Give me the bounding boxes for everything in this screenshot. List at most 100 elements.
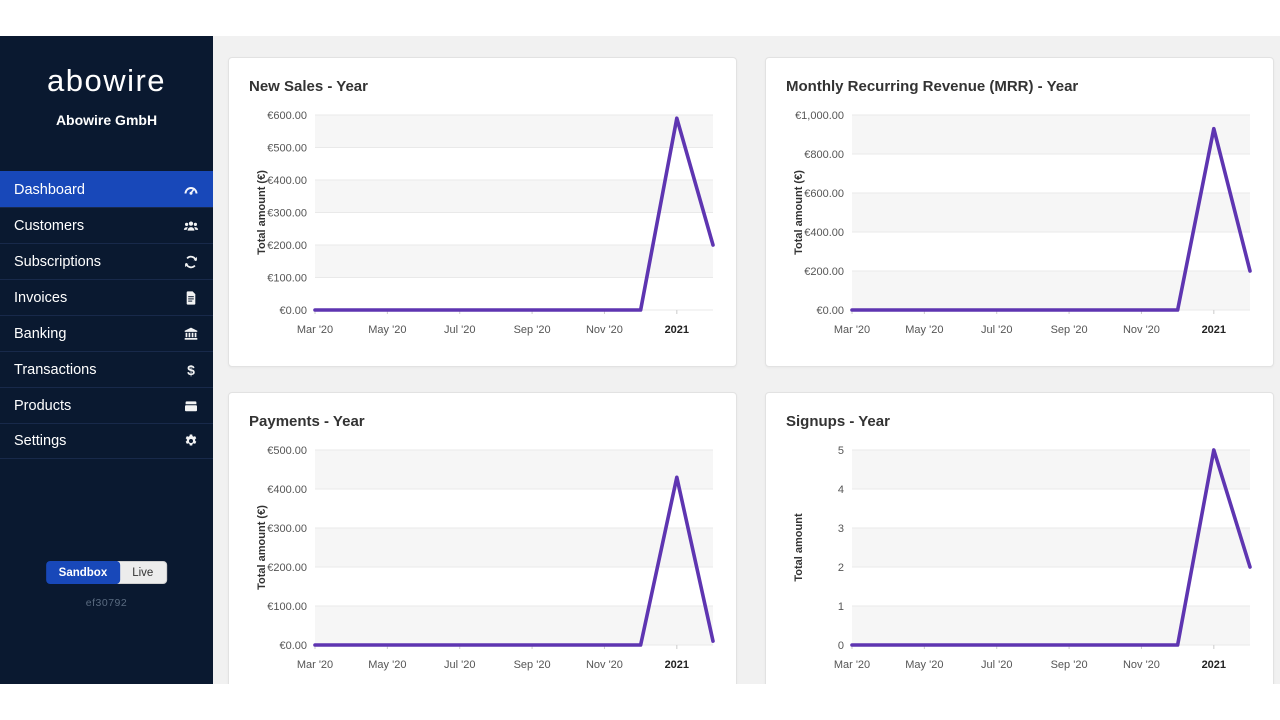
svg-text:€300.00: €300.00 — [267, 207, 307, 219]
svg-text:€0.00: €0.00 — [279, 305, 307, 317]
svg-text:2021: 2021 — [1202, 659, 1226, 671]
svg-text:4: 4 — [838, 484, 844, 496]
sidebar-item-label: Settings — [14, 433, 67, 449]
sidebar-item-label: Subscriptions — [14, 253, 102, 270]
svg-text:€300.00: €300.00 — [267, 523, 307, 535]
live-button[interactable]: Live — [117, 561, 168, 584]
gear-icon — [183, 433, 199, 449]
svg-text:Jul '20: Jul '20 — [981, 324, 1012, 336]
svg-text:€200.00: €200.00 — [804, 266, 844, 278]
chart-payments: €0.00 €100.00 €200.00 €300.00 €400.00 €500.00… — [249, 440, 716, 680]
svg-text:3: 3 — [838, 523, 844, 535]
svg-text:€400.00: €400.00 — [267, 484, 307, 496]
sync-icon — [183, 254, 199, 270]
svg-text:Total amount (€): Total amount (€) — [256, 505, 268, 590]
dollar-icon: $ — [183, 362, 199, 378]
chart-title: New Sales - Year — [249, 78, 368, 95]
svg-text:Total amount: Total amount — [793, 513, 805, 582]
svg-text:Mar '20: Mar '20 — [297, 324, 333, 336]
sidebar-item-dashboard[interactable]: Dashboard — [0, 171, 213, 207]
svg-text:Nov '20: Nov '20 — [586, 324, 623, 336]
sandbox-button[interactable]: Sandbox — [45, 561, 121, 584]
sidebar-item-label: Transactions — [14, 361, 97, 378]
sidebar-menu: Dashboard Customers Subscriptions Invoic… — [0, 171, 213, 459]
card-mrr: Monthly Recurring Revenue (MRR) - Year €… — [765, 57, 1274, 367]
svg-text:Total amount (€): Total amount (€) — [256, 170, 268, 255]
sidebar-item-subscriptions[interactable]: Subscriptions — [0, 243, 213, 279]
svg-text:€500.00: €500.00 — [267, 445, 307, 457]
chart-title: Payments - Year — [249, 413, 365, 430]
sidebar-item-label: Products — [14, 397, 72, 414]
svg-text:€400.00: €400.00 — [267, 175, 307, 187]
chart-title: Signups - Year — [786, 413, 890, 430]
sidebar: abowire Abowire GmbH Dashboard Customers… — [0, 36, 213, 684]
sidebar-item-label: Banking — [14, 325, 67, 342]
svg-text:Total amount (€): Total amount (€) — [793, 170, 805, 255]
svg-text:Nov '20: Nov '20 — [1123, 659, 1160, 671]
svg-text:€500.00: €500.00 — [267, 142, 307, 154]
svg-text:May '20: May '20 — [905, 324, 943, 336]
svg-text:€1,000.00: €1,000.00 — [795, 110, 844, 122]
card-signups: Signups - Year 0 1 2 3 4 5 Mar '20 May '20 Jul '… — [765, 392, 1274, 684]
svg-text:Nov '20: Nov '20 — [1123, 324, 1160, 336]
svg-text:Mar '20: Mar '20 — [834, 324, 870, 336]
dashboard-grid: New Sales - Year €0.00 €100.00 €200.00 €300… — [228, 57, 1274, 684]
svg-text:€400.00: €400.00 — [804, 227, 844, 239]
box-icon — [183, 398, 199, 414]
svg-text:2021: 2021 — [1202, 324, 1226, 336]
svg-text:1: 1 — [838, 601, 844, 613]
app-frame: abowire Abowire GmbH Dashboard Customers… — [0, 36, 1280, 684]
main-content: New Sales - Year €0.00 €100.00 €200.00 €300… — [213, 36, 1280, 684]
svg-text:$: $ — [187, 362, 195, 378]
card-new-sales: New Sales - Year €0.00 €100.00 €200.00 €300… — [228, 57, 737, 367]
chart-mrr: €0.00 €200.00 €400.00 €600.00 €800.00 €1,000.… — [786, 105, 1253, 345]
svg-text:2021: 2021 — [665, 659, 689, 671]
users-icon — [183, 218, 199, 234]
svg-text:Jul '20: Jul '20 — [444, 324, 475, 336]
build-version: ef30792 — [85, 597, 128, 609]
svg-text:May '20: May '20 — [368, 324, 406, 336]
chart-new-sales: €0.00 €100.00 €200.00 €300.00 €400.00 €500.00… — [249, 105, 716, 345]
sidebar-item-products[interactable]: Products — [0, 387, 213, 423]
svg-text:€200.00: €200.00 — [267, 240, 307, 252]
sidebar-item-invoices[interactable]: Invoices — [0, 279, 213, 315]
svg-text:Sep '20: Sep '20 — [514, 324, 551, 336]
sidebar-item-customers[interactable]: Customers — [0, 207, 213, 243]
svg-text:Nov '20: Nov '20 — [586, 659, 623, 671]
sidebar-item-transactions[interactable]: Transactions $ — [0, 351, 213, 387]
svg-text:€600.00: €600.00 — [804, 188, 844, 200]
svg-text:Sep '20: Sep '20 — [1051, 659, 1088, 671]
svg-text:Mar '20: Mar '20 — [297, 659, 333, 671]
sidebar-item-label: Dashboard — [14, 181, 85, 198]
company-name: Abowire GmbH — [55, 112, 158, 128]
svg-text:€100.00: €100.00 — [267, 272, 307, 284]
sidebar-item-label: Invoices — [14, 289, 68, 306]
svg-text:€100.00: €100.00 — [267, 601, 307, 613]
svg-text:Mar '20: Mar '20 — [834, 659, 870, 671]
svg-text:€0.00: €0.00 — [279, 640, 307, 652]
svg-text:€800.00: €800.00 — [804, 149, 844, 161]
svg-text:2: 2 — [838, 562, 844, 574]
card-payments: Payments - Year €0.00 €100.00 €200.00 €300.… — [228, 392, 737, 684]
svg-text:Sep '20: Sep '20 — [514, 659, 551, 671]
sidebar-item-label: Customers — [14, 217, 85, 234]
dashboard-icon — [183, 182, 199, 198]
environment-toggle: Sandbox Live — [45, 561, 168, 584]
svg-text:€200.00: €200.00 — [267, 562, 307, 574]
bank-icon — [183, 326, 199, 342]
chart-title: Monthly Recurring Revenue (MRR) - Year — [786, 78, 1079, 95]
invoice-icon — [183, 290, 199, 306]
sidebar-item-banking[interactable]: Banking — [0, 315, 213, 351]
svg-text:2021: 2021 — [665, 324, 689, 336]
svg-text:Jul '20: Jul '20 — [981, 659, 1012, 671]
svg-text:May '20: May '20 — [368, 659, 406, 671]
svg-text:0: 0 — [838, 640, 844, 652]
svg-text:€600.00: €600.00 — [267, 110, 307, 122]
chart-signups: 0 1 2 3 4 5 Mar '20 May '20 Jul '20 Sep '20 Nov '2… — [786, 440, 1253, 680]
svg-text:May '20: May '20 — [905, 659, 943, 671]
sidebar-item-settings[interactable]: Settings — [0, 423, 213, 459]
abowire-logo[interactable]: abowire — [46, 63, 167, 98]
svg-text:€0.00: €0.00 — [816, 305, 844, 317]
svg-text:Sep '20: Sep '20 — [1051, 324, 1088, 336]
svg-text:5: 5 — [838, 445, 844, 457]
